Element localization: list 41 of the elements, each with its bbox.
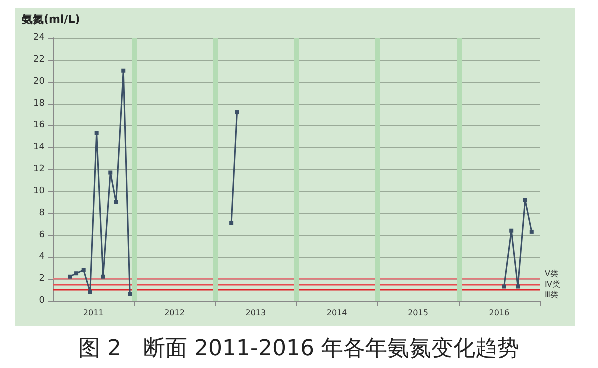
point <box>68 274 72 279</box>
y-tick-label: 4 <box>39 252 46 262</box>
point <box>235 110 240 115</box>
point <box>108 170 113 175</box>
y-axis-title: 氨氮(ml/L) <box>21 13 80 26</box>
y-tick-label: 22 <box>34 54 45 65</box>
x-tick-label: 2015 <box>408 308 428 318</box>
y-tick-label: 14 <box>34 142 46 153</box>
point <box>516 284 520 289</box>
ref-line-label: Ⅴ类 <box>545 270 558 279</box>
y-tick-label: 12 <box>34 164 45 174</box>
x-tick-label: 2011 <box>83 308 104 318</box>
point <box>122 68 126 73</box>
text: 图 2 断面 2011-2016 年各年氨氮变化趋势 <box>78 336 520 362</box>
y-tick-label: 2 <box>39 274 45 284</box>
point <box>94 131 99 136</box>
y-tick-label: 10 <box>34 186 46 196</box>
point <box>128 292 132 296</box>
point <box>510 228 514 233</box>
y-tick-label: 24 <box>34 33 46 43</box>
point <box>523 198 528 202</box>
point <box>88 290 92 294</box>
point <box>530 230 534 234</box>
ref-line-label: Ⅲ类 <box>545 290 559 300</box>
x-tick-label: 2013 <box>246 308 266 318</box>
point <box>230 221 234 226</box>
x-tick-label: 2012 <box>164 308 185 318</box>
y-tick-label: 0 <box>39 296 46 306</box>
point <box>74 272 79 276</box>
y-tick-label: 20 <box>34 76 46 87</box>
y-tick-label: 16 <box>34 120 46 131</box>
x-tick-label: 2016 <box>489 308 510 318</box>
point <box>114 200 118 204</box>
point <box>502 284 506 289</box>
point <box>82 268 86 272</box>
ref-line-label: Ⅳ类 <box>545 280 560 290</box>
y-tick-label: 6 <box>39 230 46 240</box>
x-tick-label: 2014 <box>326 308 348 318</box>
point <box>101 274 106 279</box>
y-tick-label: 8 <box>39 208 46 218</box>
y-tick-label: 18 <box>34 98 46 109</box>
